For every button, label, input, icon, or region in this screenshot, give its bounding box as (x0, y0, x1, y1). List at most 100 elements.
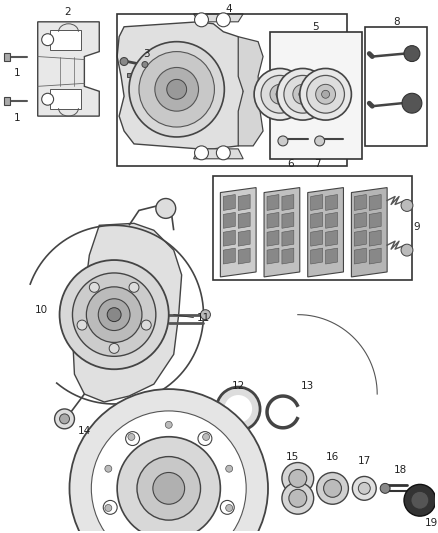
Polygon shape (369, 248, 381, 264)
Circle shape (353, 477, 376, 500)
Circle shape (404, 484, 436, 516)
Circle shape (165, 422, 172, 429)
Circle shape (128, 433, 135, 440)
Circle shape (105, 465, 112, 472)
Polygon shape (223, 195, 235, 211)
Circle shape (411, 491, 429, 509)
Circle shape (103, 500, 117, 514)
Polygon shape (311, 248, 323, 264)
Circle shape (129, 282, 139, 292)
Text: 11: 11 (197, 313, 210, 322)
Circle shape (60, 414, 70, 424)
Circle shape (201, 310, 210, 320)
Circle shape (167, 79, 187, 99)
Circle shape (55, 409, 74, 429)
Circle shape (321, 90, 329, 98)
Circle shape (194, 146, 208, 160)
Circle shape (254, 68, 306, 120)
Polygon shape (72, 223, 182, 402)
Polygon shape (238, 248, 250, 264)
Polygon shape (311, 213, 323, 228)
Polygon shape (369, 195, 381, 211)
Text: 13: 13 (301, 381, 314, 391)
Circle shape (120, 58, 128, 66)
Text: 1: 1 (14, 68, 20, 78)
Polygon shape (38, 22, 99, 116)
Text: 10: 10 (35, 305, 48, 314)
Circle shape (276, 90, 284, 98)
Circle shape (60, 260, 169, 369)
Circle shape (155, 68, 198, 111)
Text: 17: 17 (358, 456, 371, 465)
Circle shape (70, 389, 268, 533)
Circle shape (261, 75, 299, 113)
Circle shape (156, 198, 176, 219)
Polygon shape (117, 22, 248, 149)
Circle shape (300, 68, 351, 120)
Circle shape (324, 479, 342, 497)
Circle shape (216, 146, 230, 160)
Polygon shape (267, 195, 279, 211)
Polygon shape (282, 195, 294, 211)
Circle shape (109, 343, 119, 353)
Text: 5: 5 (312, 22, 319, 32)
Circle shape (220, 500, 234, 514)
Circle shape (89, 282, 99, 292)
Text: 4: 4 (225, 4, 232, 14)
Polygon shape (49, 90, 81, 109)
Circle shape (198, 432, 212, 446)
Polygon shape (354, 195, 366, 211)
Bar (365, 27, 427, 146)
Circle shape (307, 75, 344, 113)
Circle shape (142, 61, 148, 68)
Circle shape (358, 482, 370, 494)
Polygon shape (238, 213, 250, 228)
Circle shape (105, 505, 112, 512)
Circle shape (216, 13, 230, 27)
Circle shape (77, 320, 87, 330)
Circle shape (401, 199, 413, 212)
Circle shape (226, 465, 233, 472)
Circle shape (92, 411, 246, 533)
Polygon shape (194, 149, 243, 159)
Polygon shape (49, 30, 81, 50)
Circle shape (277, 68, 328, 120)
Text: 15: 15 (286, 451, 300, 462)
Circle shape (317, 472, 348, 504)
Polygon shape (325, 195, 338, 211)
Polygon shape (282, 230, 294, 246)
Circle shape (282, 482, 314, 514)
Text: 18: 18 (393, 465, 406, 475)
Polygon shape (282, 213, 294, 228)
Circle shape (289, 470, 307, 487)
Bar (4, 53, 10, 61)
Polygon shape (308, 188, 343, 277)
Circle shape (86, 287, 142, 342)
Polygon shape (267, 213, 279, 228)
Polygon shape (325, 248, 338, 264)
Polygon shape (311, 230, 323, 246)
Circle shape (216, 387, 260, 431)
Circle shape (293, 84, 313, 104)
Text: 3: 3 (144, 49, 150, 59)
Circle shape (270, 84, 290, 104)
Polygon shape (267, 248, 279, 264)
Polygon shape (325, 213, 338, 228)
Polygon shape (354, 230, 366, 246)
Circle shape (72, 273, 156, 357)
Text: 6: 6 (287, 159, 294, 169)
Polygon shape (351, 188, 387, 277)
Circle shape (289, 489, 307, 507)
Polygon shape (238, 230, 250, 246)
Polygon shape (264, 188, 300, 277)
Circle shape (107, 308, 121, 321)
Circle shape (282, 463, 314, 494)
Polygon shape (369, 213, 381, 228)
Polygon shape (238, 37, 263, 146)
Bar (213, 176, 412, 280)
Circle shape (139, 52, 215, 127)
Circle shape (224, 395, 252, 423)
Polygon shape (354, 213, 366, 228)
Circle shape (141, 320, 151, 330)
Text: 19: 19 (425, 518, 438, 528)
